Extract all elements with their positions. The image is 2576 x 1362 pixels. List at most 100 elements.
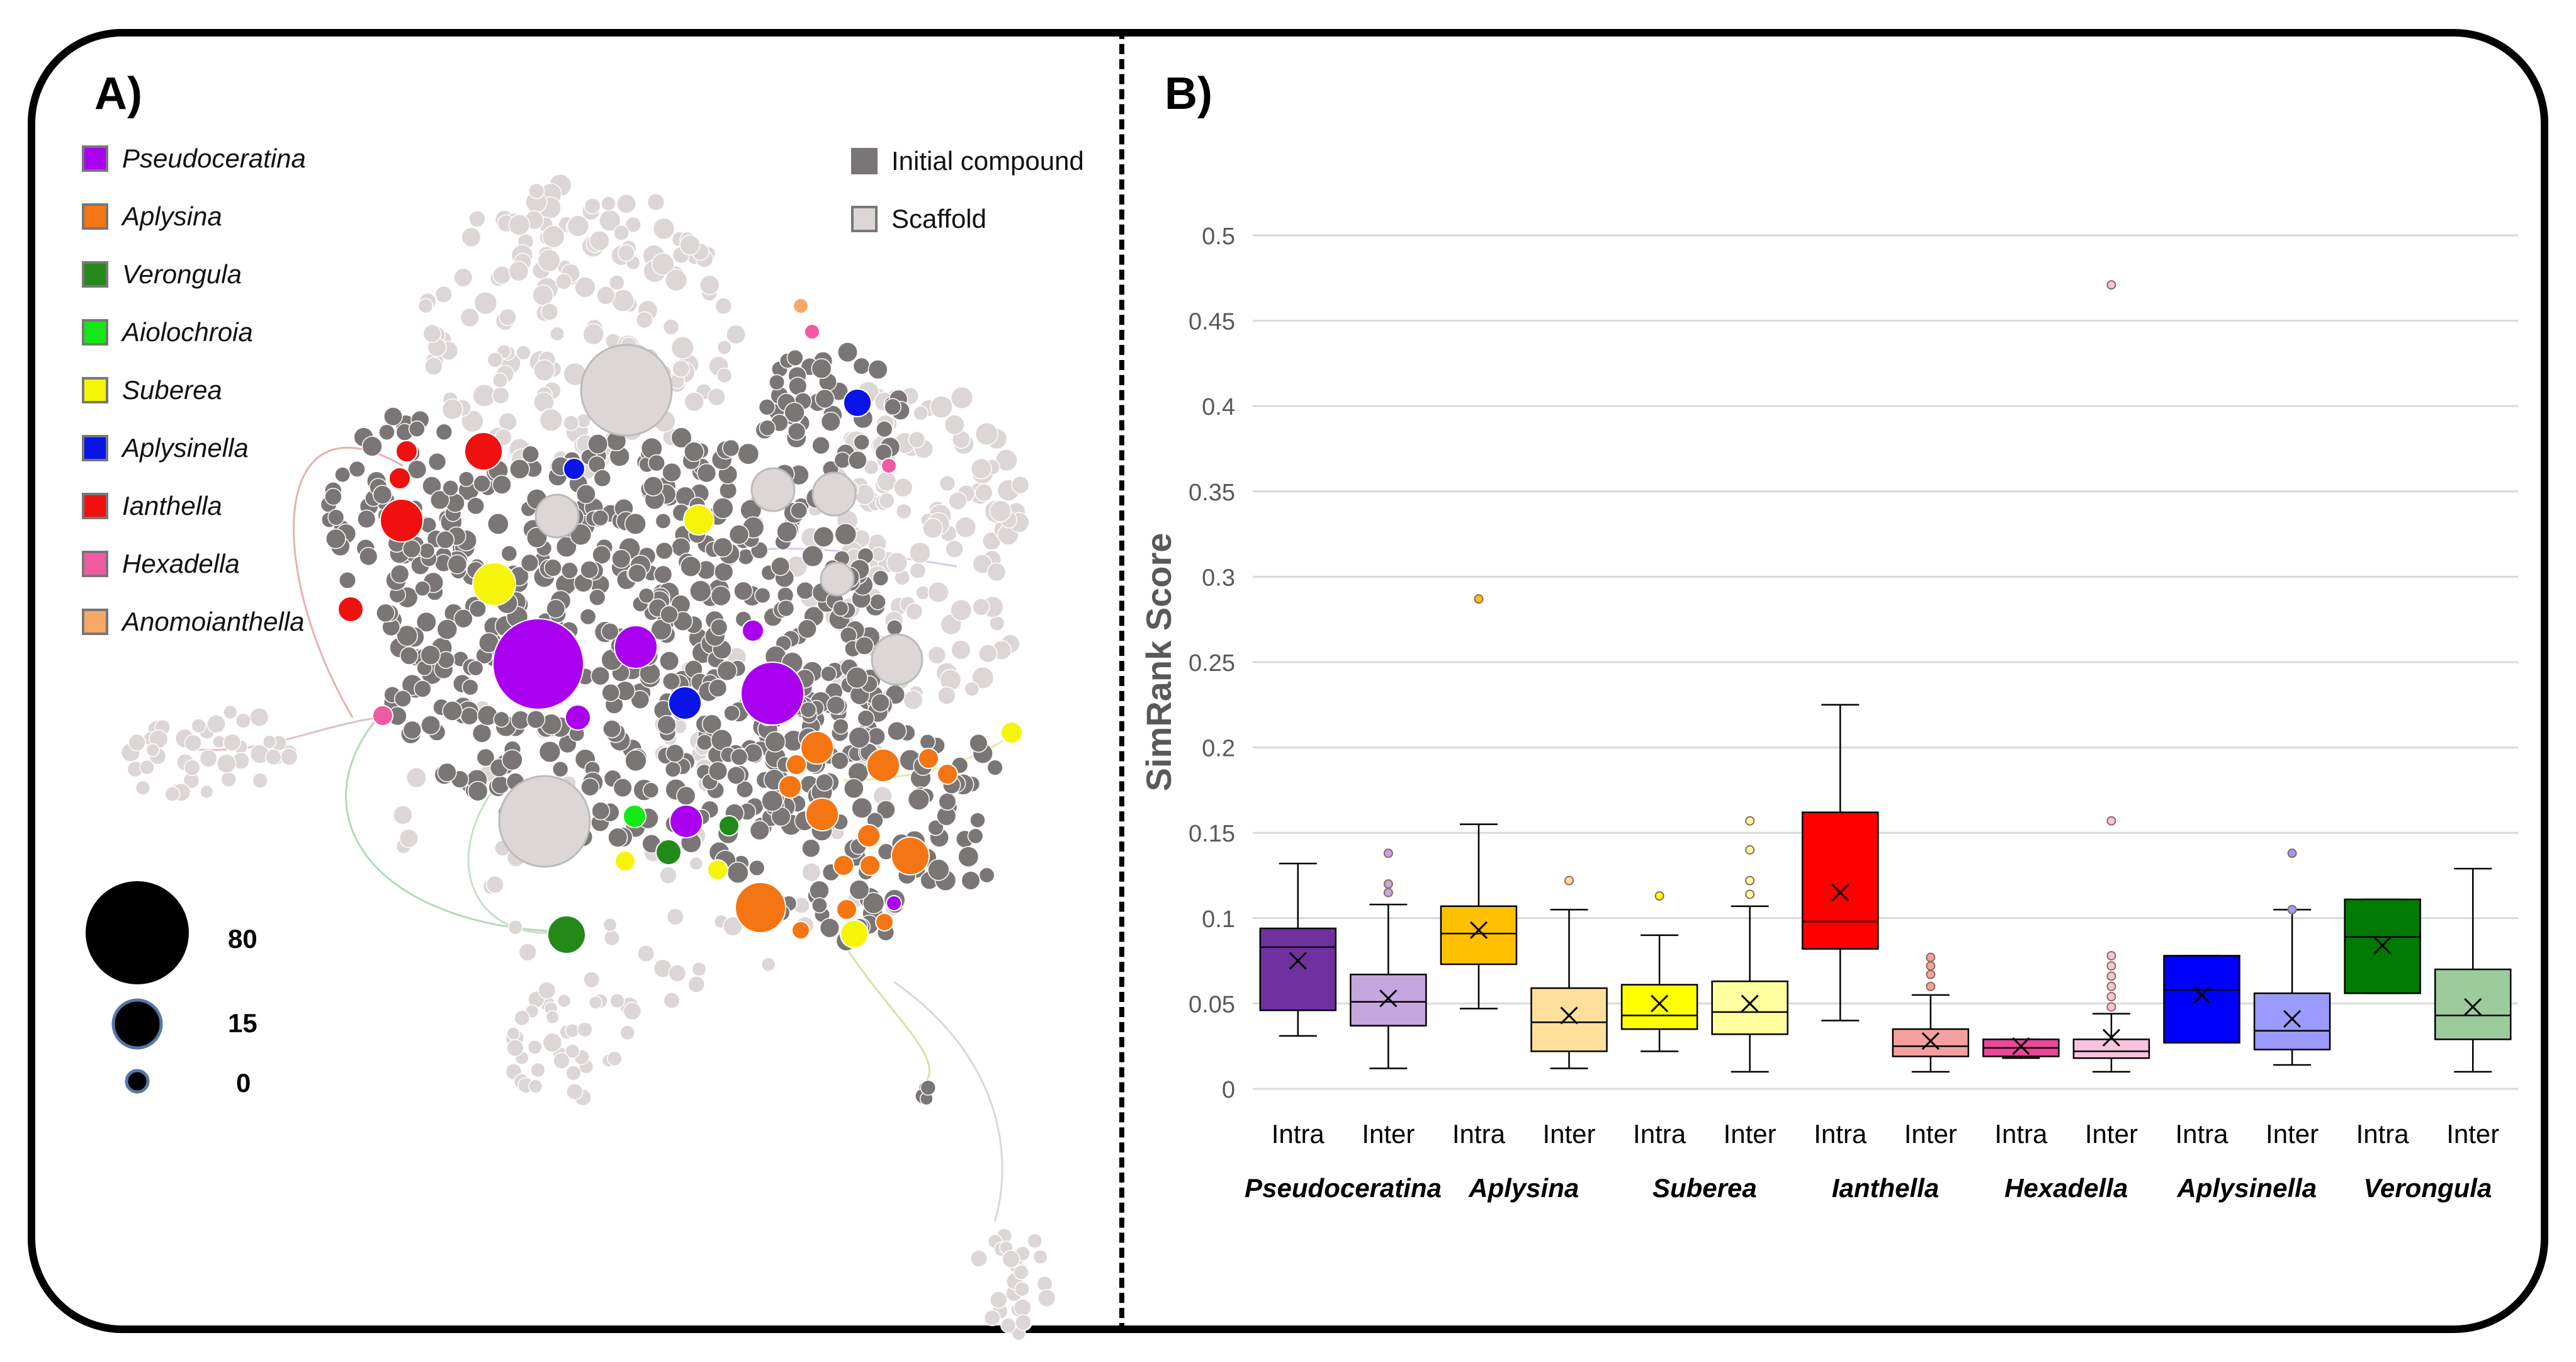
node-scaffold-hub bbox=[820, 561, 855, 597]
mean-marker bbox=[1469, 921, 1488, 939]
y-tick-label: 0.15 bbox=[1189, 821, 1235, 847]
size-label-0: 0 bbox=[236, 1068, 251, 1098]
outlier-point bbox=[1564, 875, 1574, 886]
x-tick-label: Inter bbox=[2085, 1119, 2138, 1149]
node-size-legend bbox=[86, 881, 189, 1094]
legend-item-aiolochroia: Aiolochroia bbox=[82, 317, 253, 347]
node-initial-compound bbox=[334, 466, 351, 483]
legend-swatch bbox=[82, 435, 108, 461]
node-scaffold bbox=[619, 1025, 635, 1041]
box-aplysina-intra bbox=[1440, 594, 1518, 1010]
mean-marker bbox=[1831, 884, 1850, 902]
node-scaffold bbox=[1000, 1317, 1017, 1334]
node-initial-compound bbox=[754, 587, 771, 604]
boxplot-chart: 0 0.05 0.1 0.15 0.2 0.25 0.3 0.35 0.4 0.45 0.5 SimR… bbox=[1139, 223, 2518, 1203]
node-initial-compound bbox=[869, 594, 886, 611]
node-initial-compound bbox=[624, 512, 647, 535]
node-scaffold bbox=[609, 274, 625, 291]
node-initial-compound bbox=[415, 611, 437, 633]
node-initial-compound bbox=[961, 870, 981, 891]
node-scaffold-hub bbox=[811, 471, 857, 517]
node-pseudoceratina bbox=[742, 619, 764, 642]
mean-marker bbox=[1651, 994, 1669, 1013]
mean-marker bbox=[2283, 1010, 2302, 1028]
box-body bbox=[1711, 980, 1788, 1035]
x-tick-label: Inter bbox=[1362, 1119, 1415, 1149]
node-scaffold bbox=[971, 666, 995, 690]
node-initial-compound bbox=[834, 523, 857, 546]
node-initial-compound bbox=[376, 603, 395, 623]
y-tick-label: 0.05 bbox=[1189, 991, 1235, 1018]
node-initial-compound bbox=[660, 605, 679, 624]
node-scaffold bbox=[726, 324, 747, 345]
legend-item-initial-compound: Initial compound bbox=[851, 146, 1084, 176]
node-scaffold bbox=[908, 431, 926, 449]
node-initial-compound bbox=[848, 726, 871, 749]
node-suberea bbox=[1000, 721, 1023, 744]
legend-swatch bbox=[82, 203, 108, 230]
node-initial-compound bbox=[466, 497, 485, 515]
node-initial-compound bbox=[467, 780, 489, 802]
legend-item-hexadella: Hexadella bbox=[82, 549, 240, 579]
node-scaffold bbox=[468, 210, 486, 228]
node-scaffold bbox=[574, 276, 596, 298]
node-scaffold bbox=[637, 945, 655, 963]
node-scaffold bbox=[563, 415, 580, 431]
size-circle-80 bbox=[86, 881, 189, 984]
node-scaffold bbox=[659, 866, 677, 884]
node-scaffold bbox=[927, 646, 947, 665]
node-initial-compound bbox=[696, 463, 717, 483]
legend-swatch bbox=[82, 377, 108, 403]
y-tick-label: 0.3 bbox=[1202, 565, 1235, 591]
node-initial-compound bbox=[473, 475, 491, 493]
node-scaffold bbox=[983, 1309, 1001, 1327]
node-scaffold bbox=[948, 491, 968, 510]
node-scaffold bbox=[666, 908, 684, 926]
node-scaffold bbox=[223, 733, 242, 752]
mean-marker bbox=[2012, 1037, 2030, 1055]
node-scaffold-hub bbox=[871, 633, 924, 686]
node-aplysina bbox=[791, 921, 810, 940]
node-aplysina bbox=[918, 748, 939, 769]
node-initial-compound bbox=[472, 723, 492, 743]
node-scaffold bbox=[530, 1062, 546, 1078]
box-body bbox=[1259, 927, 1337, 1011]
node-suberea bbox=[683, 504, 715, 536]
node-scaffold bbox=[723, 916, 743, 937]
mean-marker bbox=[1921, 1032, 1940, 1050]
node-initial-compound bbox=[414, 680, 432, 698]
node-initial-compound bbox=[797, 619, 817, 639]
node-initial-compound bbox=[811, 358, 832, 380]
node-initial-compound bbox=[436, 530, 455, 549]
node-initial-compound bbox=[655, 513, 672, 529]
legend-item-anomoianthella: Anomoianthella bbox=[82, 607, 305, 637]
legend-swatch bbox=[82, 145, 108, 172]
node-scaffold bbox=[1027, 1233, 1042, 1249]
node-scaffold bbox=[707, 387, 726, 407]
edge bbox=[893, 981, 1003, 1222]
node-initial-compound bbox=[832, 718, 849, 735]
node-scaffold bbox=[508, 214, 531, 236]
node-scaffold bbox=[492, 265, 512, 285]
node-hexadella bbox=[804, 324, 820, 340]
y-tick-label: 0.45 bbox=[1189, 309, 1235, 335]
node-initial-compound bbox=[378, 424, 395, 441]
node-initial-compound bbox=[969, 812, 986, 828]
size-circle-15 bbox=[111, 998, 163, 1050]
node-initial-compound bbox=[427, 452, 447, 471]
node-scaffold bbox=[485, 875, 504, 894]
node-initial-compound bbox=[716, 660, 738, 682]
mean-marker bbox=[1560, 1006, 1578, 1025]
node-scaffold bbox=[184, 734, 202, 752]
node-scaffold bbox=[635, 311, 653, 329]
node-scaffold bbox=[1014, 1298, 1032, 1317]
node-scaffold bbox=[905, 602, 924, 621]
node-scaffold bbox=[801, 862, 822, 882]
node-initial-compound bbox=[887, 721, 907, 741]
node-initial-compound bbox=[546, 599, 566, 619]
node-scaffold bbox=[461, 227, 482, 247]
network-graph bbox=[120, 174, 1056, 1341]
x-tick-label: Intra bbox=[1814, 1119, 1867, 1149]
node-initial-compound bbox=[357, 509, 376, 529]
node-scaffold bbox=[453, 267, 473, 288]
